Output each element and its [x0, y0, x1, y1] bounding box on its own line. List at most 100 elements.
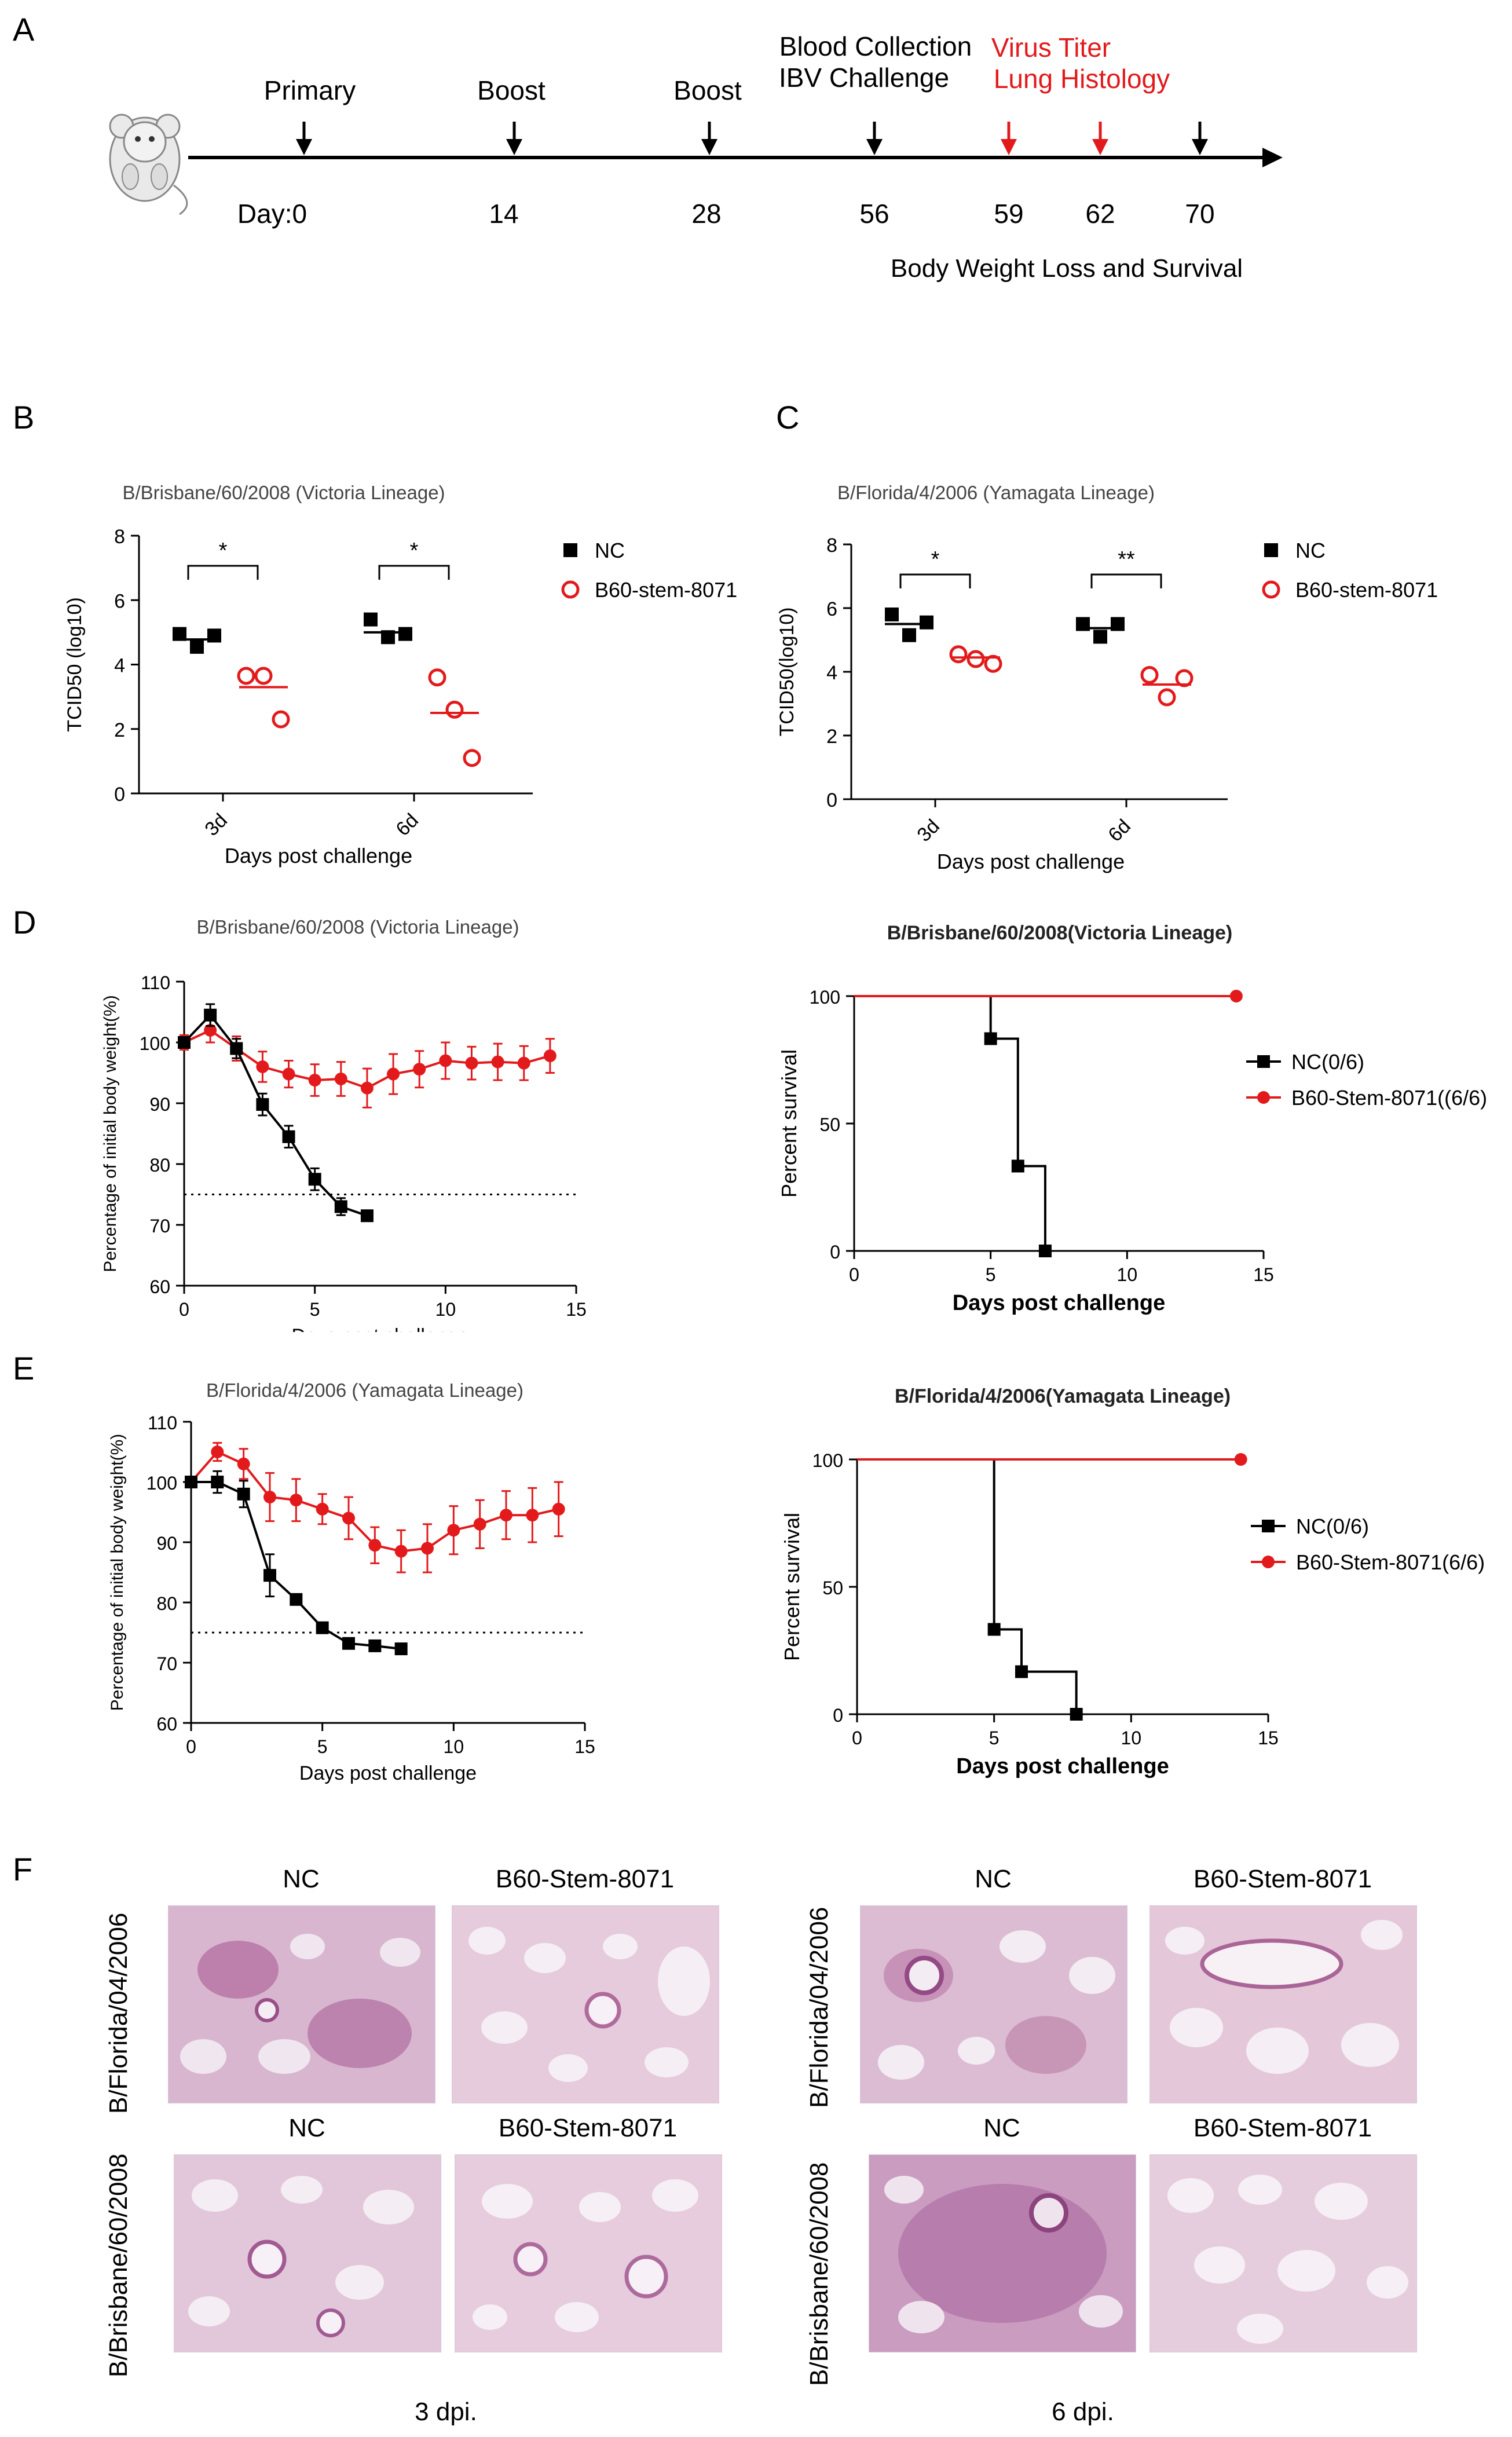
histology-image-nc-florida-6dpi	[860, 1905, 1127, 2103]
x-tick-label: 0	[186, 1736, 196, 1757]
significance-bracket	[1090, 573, 1162, 588]
data-point	[398, 627, 412, 641]
timeline-arrow-head	[296, 139, 312, 155]
histology-tissue	[869, 2155, 1136, 2352]
significance-label: **	[1118, 547, 1135, 572]
data-point	[543, 1049, 557, 1063]
data-point	[256, 1098, 269, 1111]
timeline-arrow-head	[506, 139, 522, 155]
data-point	[185, 1476, 197, 1488]
timeline-day-label: 62	[1085, 199, 1115, 229]
data-point	[1011, 1159, 1024, 1173]
data-point	[263, 1491, 276, 1503]
y-tick-label: 8	[826, 535, 837, 557]
data-point	[282, 1130, 295, 1143]
data-point	[308, 1074, 321, 1087]
data-point	[517, 1056, 530, 1070]
x-axis-label: Days post challenge	[225, 844, 412, 868]
y-axis-label: TCID50(log10)	[776, 608, 798, 737]
y-axis-label: Percentage of initial body weight(%)	[108, 1434, 127, 1711]
timeline-event-label: Boost	[673, 75, 742, 105]
data-point	[1140, 666, 1159, 684]
data-point	[190, 639, 204, 654]
x-tick-label: 5	[989, 1728, 1000, 1748]
data-point	[316, 1502, 329, 1516]
legend-marker	[1262, 580, 1280, 599]
data-point	[491, 1055, 504, 1069]
legend-label: NC(0/6)	[1291, 1050, 1364, 1074]
y-axis-label: Percentage of initial body weight(%)	[101, 995, 120, 1272]
timeline-day-label: 28	[691, 199, 721, 229]
data-point	[465, 1056, 478, 1070]
data-point	[272, 710, 290, 729]
timeline-event-label: Primary	[264, 75, 356, 105]
data-point	[1070, 1708, 1083, 1721]
data-point	[949, 645, 968, 664]
y-axis-label: TCID50 (log10)	[64, 597, 86, 731]
chart-title: B/Brisbane/60/2008(Victoria Lineage)	[887, 922, 1233, 944]
timeline-day-label: 14	[489, 199, 518, 229]
legend-marker	[1257, 1091, 1270, 1104]
data-point	[211, 1476, 224, 1488]
timeline-event-label: Lung Histology	[994, 64, 1170, 94]
data-point	[263, 1569, 276, 1582]
data-point	[364, 612, 378, 627]
timeline-arrow-head	[1092, 139, 1108, 155]
significance-bracket	[899, 573, 971, 588]
y-tick-label: 60	[156, 1714, 177, 1735]
data-point	[237, 1487, 250, 1501]
data-point	[428, 668, 446, 687]
x-tick-label: 6d	[1104, 815, 1135, 846]
histology-tissue	[455, 2155, 722, 2352]
chart-e-weight-florida: B/Florida/4/2006 (Yamagata Lineage) 60 70 8…	[108, 1379, 595, 1784]
significance-label: *	[410, 539, 419, 563]
histo-col-label: NC	[288, 2114, 325, 2142]
legend-marker	[1262, 1556, 1275, 1568]
y-tick-label: 100	[140, 1033, 170, 1054]
histo-row-label: B/Florida/04/2006	[104, 1912, 133, 2114]
timeline-arrowhead	[1262, 148, 1283, 167]
chart-e-survival-florida: B/Florida/4/2006(Yamagata Lineage)050100…	[780, 1385, 1485, 1779]
data-point	[360, 1209, 374, 1223]
data-point	[368, 1539, 382, 1552]
histology-tissue	[861, 1906, 1127, 2103]
histology-tissue	[452, 1906, 719, 2103]
data-point	[204, 1008, 217, 1022]
data-point	[447, 1524, 460, 1537]
timeline-arrow-head	[1001, 139, 1017, 155]
data-point	[902, 628, 916, 642]
data-point	[342, 1512, 355, 1525]
histology-image-treated-brisbane-6dpi	[1149, 2154, 1417, 2352]
chart-title: B/Florida/4/2006(Yamagata Lineage)	[895, 1385, 1231, 1407]
data-point	[1093, 630, 1107, 644]
data-point	[1015, 1665, 1028, 1678]
histology-image-nc-brisbane-6dpi	[869, 2154, 1136, 2352]
panel-label-f: F	[13, 1851, 33, 1887]
histo-col-label: B60-Stem-8071	[495, 1865, 675, 1893]
x-tick-label: 0	[849, 1264, 859, 1285]
data-point	[290, 1494, 303, 1507]
y-tick-label: 2	[114, 719, 125, 741]
x-tick-label: 5	[317, 1736, 328, 1757]
y-tick-label: 4	[826, 662, 837, 684]
y-tick-label: 0	[830, 1242, 840, 1263]
data-point	[204, 1024, 217, 1037]
survival-step-line	[854, 995, 1046, 1251]
data-point	[885, 608, 899, 621]
y-tick-label: 6	[114, 590, 125, 612]
x-tick-label: 10	[435, 1299, 456, 1320]
data-point	[1158, 688, 1176, 707]
chart-d-survival-brisbane: B/Brisbane/60/2008(Victoria Lineage)0501…	[777, 922, 1487, 1315]
timeline-event-label: IBV Challenge	[779, 63, 949, 93]
legend-marker	[1262, 1520, 1275, 1532]
y-tick-label: 0	[826, 789, 837, 811]
histo-row-label: B/Florida/04/2006	[805, 1907, 833, 2108]
x-tick-label: 0	[179, 1299, 189, 1320]
histo-footer-3dpi: 3 dpi.	[415, 2398, 477, 2426]
legend-label: NC	[1295, 539, 1326, 562]
data-point	[237, 1457, 250, 1470]
data-point	[387, 1067, 400, 1081]
legend-label: B60-stem-8071	[1295, 578, 1438, 602]
histo-col-label: B60-Stem-8071	[1193, 1865, 1372, 1893]
